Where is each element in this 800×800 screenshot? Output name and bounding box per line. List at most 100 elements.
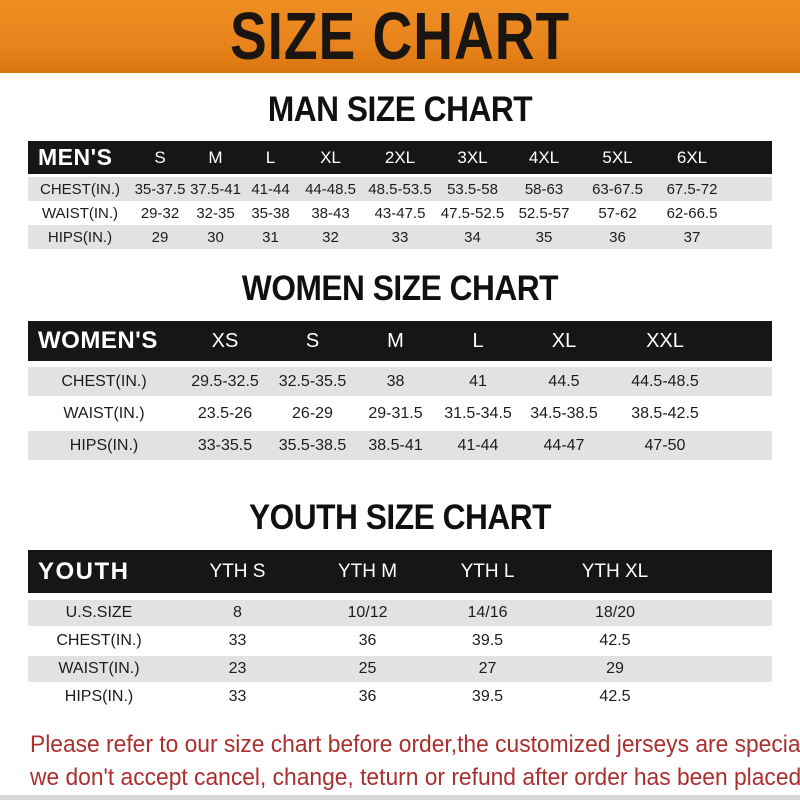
table-cell: 52.5-57	[518, 204, 570, 222]
row-label: CHEST(IN.)	[40, 180, 120, 198]
table-row: WAIST(IN.) 29-32 32-35 35-38 38-43 43-47.5 47.…	[28, 201, 772, 225]
table-cell: 32.5-35.5	[278, 372, 347, 390]
size-table-men: MEN'S S M L XL 2XL 3XL 4XL 5XL 6XL CHEST(IN.) 35-37…	[28, 141, 772, 249]
table-cell: 37.5-41	[190, 180, 241, 198]
table-cell: 31.5-34.5	[444, 404, 512, 422]
section-heading-men: MAN SIZE CHART	[267, 88, 533, 129]
table-cell: 35.5-38.5	[278, 436, 347, 454]
table-cell: 33	[228, 688, 247, 705]
table-cell: 39.5	[471, 688, 504, 705]
table-cell: 34.5-38.5	[530, 404, 598, 422]
table-cell: 18/20	[594, 604, 636, 621]
table-header-row: MEN'S S M L XL 2XL 3XL 4XL 5XL 6XL	[28, 141, 772, 174]
table-cell: 26-29	[292, 404, 333, 422]
table-cell: 8	[233, 604, 242, 621]
table-header-row: WOMEN'S XS S M L XL XXL	[28, 321, 772, 361]
table-cell: 38.5-42.5	[631, 404, 699, 422]
table-corner-label: YOUTH	[38, 557, 130, 585]
table-header-row: YOUTH YTH S YTH M YTH L YTH XL	[28, 550, 772, 593]
table-cell: 34	[464, 228, 481, 246]
table-cell: 31	[262, 228, 279, 246]
table-cell: 23	[228, 660, 247, 677]
table-cell: 29	[151, 228, 169, 246]
table-row: CHEST(IN.) 33 36 39.5 42.5	[28, 628, 772, 654]
table-cell: 38.5-41	[368, 436, 423, 454]
table-cell: 57-62	[598, 204, 637, 222]
table-cell: 38	[386, 372, 405, 390]
row-label: U.S.SIZE	[65, 604, 133, 621]
table-cell: 33-35.5	[197, 436, 253, 454]
column-header: 3XL	[457, 147, 488, 167]
size-table-section-men: MAN SIZE CHART MEN'S S M L XL 2XL 3XL 4XL 5XL 6XL C…	[0, 88, 800, 249]
column-header: 6XL	[676, 147, 708, 167]
table-cell: 35-37.5	[134, 180, 186, 198]
table-row: HIPS(IN.) 33 36 39.5 42.5	[28, 684, 772, 710]
row-label: HIPS(IN.)	[64, 688, 134, 705]
table-cell: 33	[391, 228, 409, 246]
table-cell: 36	[609, 228, 626, 246]
size-table-section-women: WOMEN SIZE CHART WOMEN'S XS S M L XL XXL CHEST(I…	[0, 267, 800, 460]
table-cell: 32-35	[196, 204, 235, 222]
table-row: CHEST(IN.) 29.5-32.5 32.5-35.5 38 41 44.5 44.5…	[28, 367, 772, 396]
table-cell: 32	[322, 228, 339, 246]
column-header: M	[208, 147, 223, 167]
table-cell: 41	[469, 372, 487, 390]
size-table-section-youth: YOUTH SIZE CHART YOUTH YTH S YTH M YTH L YTH …	[0, 496, 800, 710]
table-cell: 42.5	[599, 688, 631, 705]
table-cell: 42.5	[599, 632, 631, 649]
table-cell: 29-31.5	[368, 404, 423, 422]
row-label: WAIST(IN.)	[58, 660, 140, 677]
table-cell: 14/16	[467, 604, 508, 621]
table-cell: 10/12	[347, 604, 388, 621]
bottom-strip	[0, 795, 800, 800]
row-label: HIPS(IN.)	[69, 436, 139, 454]
table-cell: 41-44	[457, 436, 499, 454]
table-cell: 35	[535, 228, 553, 246]
column-header: 2XL	[384, 147, 416, 167]
column-header: M	[387, 329, 404, 352]
column-header: XXL	[646, 329, 684, 352]
table-cell: 36	[358, 688, 377, 705]
table-row: U.S.SIZE 8 10/12 14/16 18/20	[28, 600, 772, 626]
table-corner-label: WOMEN'S	[38, 327, 158, 354]
table-cell: 29-32	[140, 204, 180, 222]
column-header: S	[154, 147, 166, 167]
row-label: WAIST(IN.)	[63, 404, 145, 422]
table-cell: 63-67.5	[592, 180, 643, 198]
row-label: HIPS(IN.)	[47, 228, 113, 246]
table-cell: 62-66.5	[666, 204, 718, 222]
table-cell: 44.5-48.5	[631, 372, 699, 390]
column-header: XL	[551, 329, 577, 352]
row-label: CHEST(IN.)	[56, 632, 142, 649]
table-cell: 44-48.5	[305, 180, 356, 198]
table-cell: 39.5	[471, 632, 504, 649]
table-row: WAIST(IN.) 23 25 27 29	[28, 656, 772, 682]
table-cell: 29.5-32.5	[191, 372, 259, 390]
column-header: XL	[320, 147, 341, 167]
table-cell: 30	[207, 228, 224, 246]
table-cell: 47.5-52.5	[440, 204, 505, 222]
table-cell: 27	[478, 660, 497, 677]
table-cell: 43-47.5	[374, 204, 426, 222]
column-header: YTH S	[209, 560, 266, 582]
row-label: CHEST(IN.)	[61, 372, 147, 390]
table-cell: 44.5	[548, 372, 580, 390]
banner-title: SIZE CHART	[229, 0, 571, 74]
column-header: S	[305, 329, 320, 352]
table-cell: 29	[606, 660, 624, 677]
table-cell: 58-63	[524, 180, 564, 198]
table-cell: 36	[358, 632, 377, 649]
table-cell: 41-44	[251, 180, 290, 198]
notice-line-2: we don't accept cancel, change, teturn o…	[30, 764, 800, 791]
section-heading-women: WOMEN SIZE CHART	[241, 267, 559, 308]
column-header: 4XL	[528, 147, 560, 167]
column-header: YTH M	[337, 560, 398, 582]
table-cell: 67.5-72	[666, 180, 718, 198]
notice-line-1: Please refer to our size chart before or…	[30, 731, 800, 758]
column-header: 5XL	[602, 147, 633, 167]
table-row: HIPS(IN.) 29 30 31 32 33 34 35 36 37	[28, 225, 772, 249]
column-header: L	[472, 329, 484, 352]
section-heading-youth: YOUTH SIZE CHART	[248, 496, 552, 537]
table-cell: 23.5-26	[197, 404, 253, 422]
